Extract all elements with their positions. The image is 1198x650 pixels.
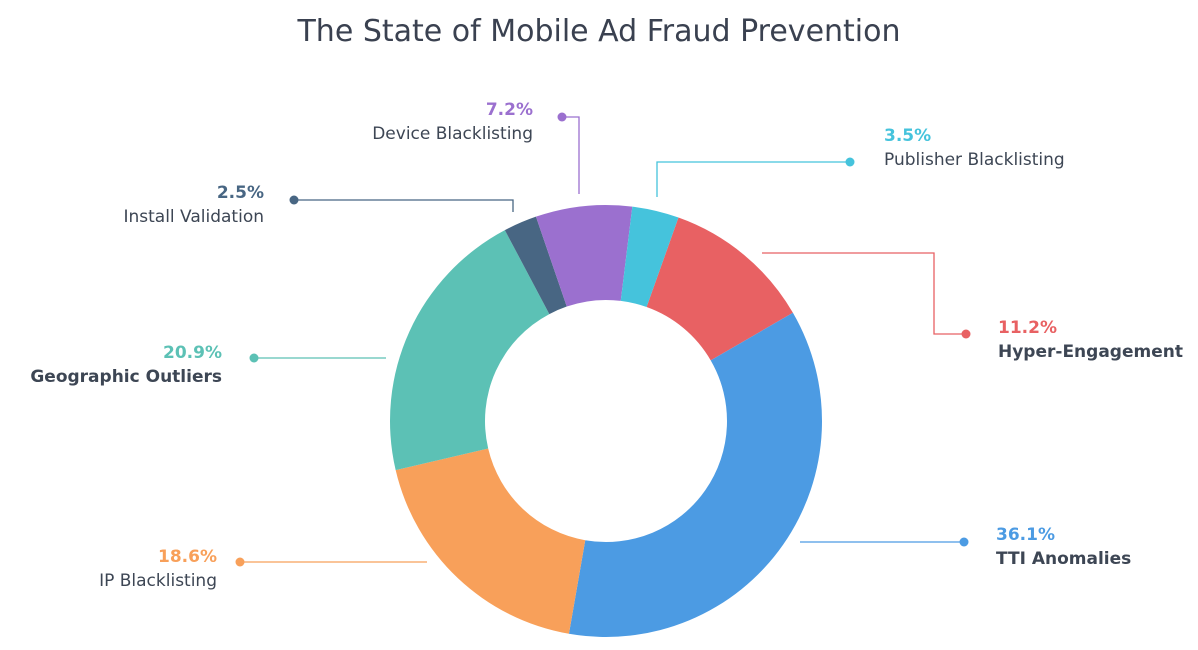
install-validation-name: Install Validation	[123, 207, 264, 227]
geographic-outliers-percent: 20.9%	[163, 343, 222, 363]
slice-tti-anomalies	[568, 312, 823, 637]
publisher-blacklisting-name: Publisher Blacklisting	[884, 150, 1065, 170]
label-device-blacklisting: 7.2% Device Blacklisting	[372, 98, 533, 146]
leader-line-hyper-engagement	[762, 252, 966, 335]
leader-line-publisher-blacklisting	[656, 161, 850, 197]
hyper-engagement-name: Hyper-Engagement	[998, 342, 1183, 362]
slice-install-validation	[504, 216, 567, 315]
label-publisher-blacklisting: 3.5% Publisher Blacklisting	[884, 124, 1065, 172]
slice-publisher-blacklisting	[620, 206, 679, 308]
device-blacklisting-name: Device Blacklisting	[372, 124, 533, 144]
geographic-outliers-name: Geographic Outliers	[30, 367, 222, 387]
leader-dot-geographic-outliers	[249, 353, 259, 363]
slice-hyper-engagement	[646, 217, 793, 361]
leader-line-device-blacklisting	[562, 116, 580, 194]
leader-dot-device-blacklisting	[557, 112, 567, 122]
publisher-blacklisting-percent: 3.5%	[884, 126, 932, 146]
label-hyper-engagement: 11.2% Hyper-Engagement	[998, 316, 1183, 364]
label-geographic-outliers: 20.9% Geographic Outliers	[30, 341, 222, 389]
hyper-engagement-percent: 11.2%	[998, 318, 1057, 338]
ip-blacklisting-percent: 18.6%	[158, 547, 217, 567]
device-blacklisting-percent: 7.2%	[485, 100, 533, 120]
ip-blacklisting-name: IP Blacklisting	[99, 571, 217, 591]
chart-title: The State of Mobile Ad Fraud Prevention	[297, 14, 901, 49]
leader-dot-ip-blacklisting	[235, 557, 245, 567]
leader-dot-tti-anomalies	[959, 537, 969, 547]
tti-anomalies-percent: 36.1%	[996, 525, 1055, 545]
leader-dot-install-validation	[289, 195, 299, 205]
slice-geographic-outliers	[389, 230, 550, 471]
leader-dot-hyper-engagement	[961, 329, 971, 339]
label-ip-blacklisting: 18.6% IP Blacklisting	[99, 545, 217, 593]
slice-device-blacklisting	[535, 205, 633, 307]
install-validation-percent: 2.5%	[216, 183, 264, 203]
label-tti-anomalies: 36.1% TTI Anomalies	[996, 523, 1131, 571]
label-install-validation: 2.5% Install Validation	[123, 181, 264, 229]
leader-dot-publisher-blacklisting	[845, 157, 855, 167]
leader-line-install-validation	[294, 199, 514, 212]
slice-ip-blacklisting	[395, 448, 586, 634]
tti-anomalies-name: TTI Anomalies	[996, 549, 1132, 569]
